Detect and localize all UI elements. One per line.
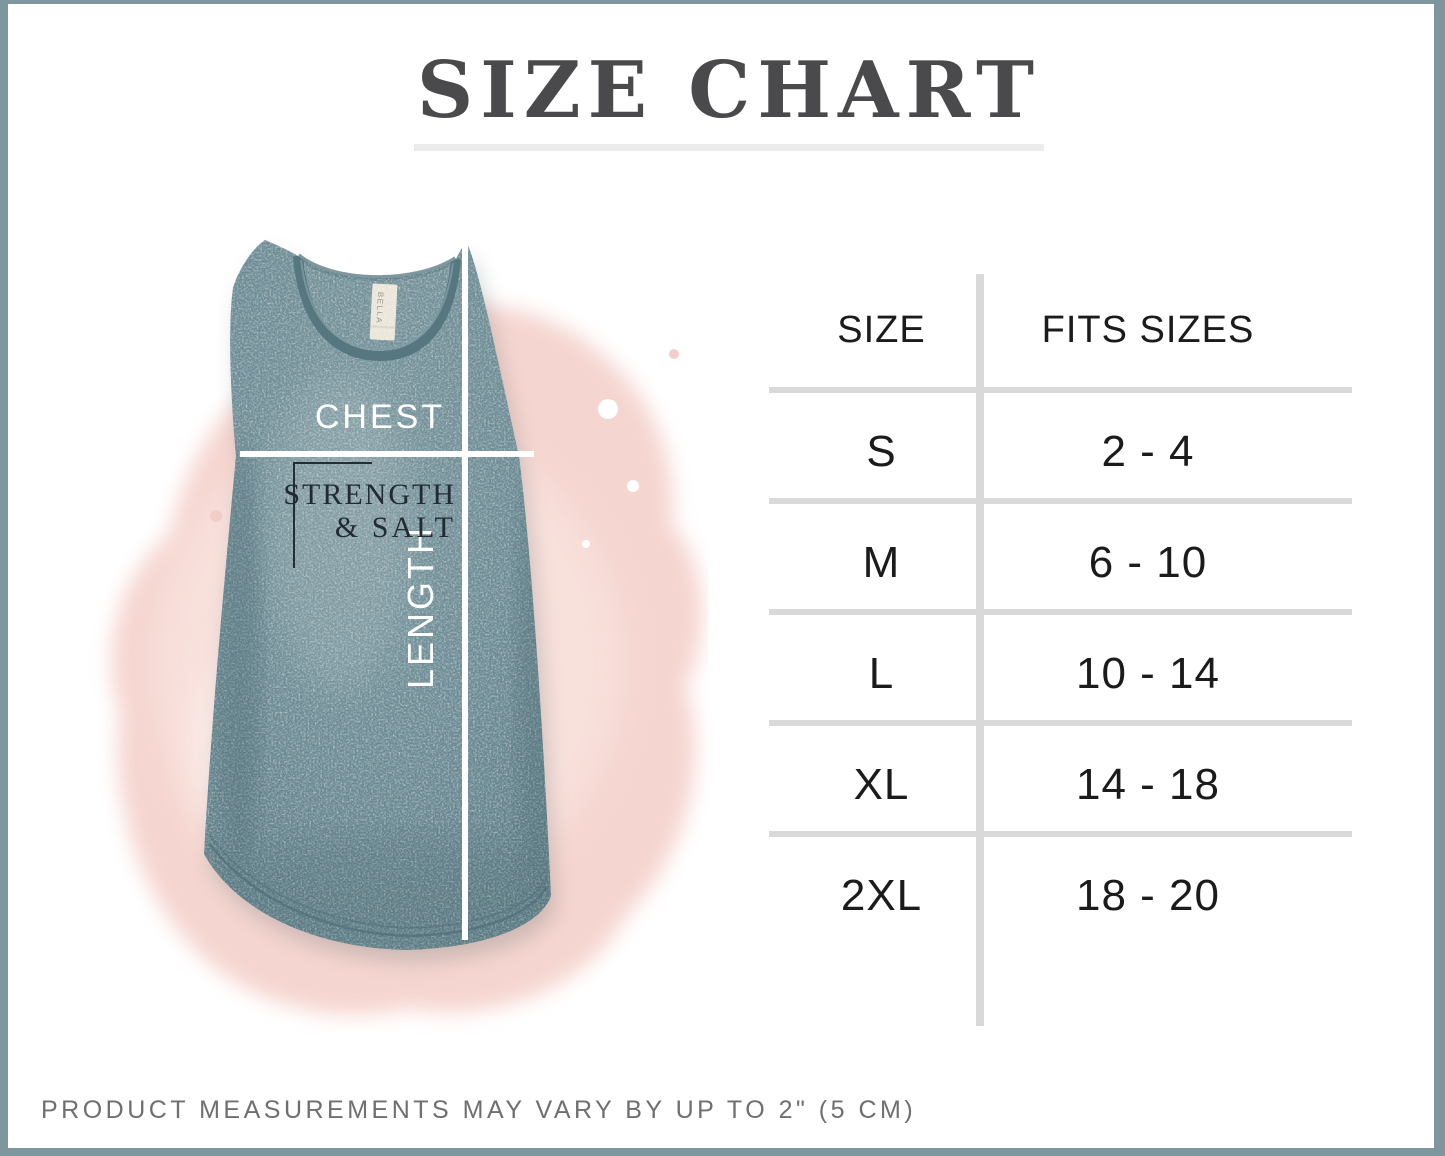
header: SIZE CHART: [16, 4, 1434, 151]
design-bracket-horizontal: [293, 462, 372, 464]
chest-measure-line: [240, 451, 534, 457]
size-cell: L: [868, 648, 895, 698]
table-row: L 10 - 14: [769, 609, 1352, 720]
size-cell: 2XL: [840, 870, 923, 920]
page-title: SIZE CHART: [416, 45, 1042, 136]
back-collar-seam: [296, 253, 458, 282]
shirt-design-text: STRENGTH & SALT: [283, 478, 456, 544]
size-cell: XL: [853, 759, 910, 809]
column-header-size: SIZE: [837, 309, 926, 351]
size-table: SIZE FITS SIZES S 2 - 4 M 6 - 10 L 10 - …: [769, 274, 1352, 1026]
column-header-fits: FITS SIZES: [1041, 309, 1255, 351]
table-row: 2XL 18 - 20: [769, 831, 1352, 942]
fits-cell: 18 - 20: [1076, 870, 1220, 920]
product-photo: BELLA CHEST LENGTH: [88, 234, 708, 1034]
length-measure-line: [462, 242, 468, 940]
fits-cell: 6 - 10: [1088, 537, 1208, 587]
fits-cell: 10 - 14: [1076, 648, 1220, 698]
table-column-divider: [976, 274, 984, 1026]
fits-cell: 14 - 18: [1076, 759, 1220, 809]
hem-stitch: [208, 843, 549, 938]
table-row: S 2 - 4: [769, 387, 1352, 498]
length-label: LENGTH: [400, 524, 441, 689]
tank-top-illustration: BELLA: [111, 240, 703, 1015]
front-collar-band: [293, 255, 461, 362]
chest-label: CHEST: [314, 398, 446, 436]
table-header-row: SIZE FITS SIZES: [769, 274, 1352, 387]
design-bracket-vertical: [293, 462, 295, 568]
measurement-disclaimer: PRODUCT MEASUREMENTS MAY VARY BY UP TO 2…: [41, 1096, 917, 1124]
design-text-line2: & SALT: [334, 511, 456, 544]
title-underline: [414, 143, 1044, 151]
fits-cell: 2 - 4: [1101, 426, 1195, 476]
size-cell: M: [862, 537, 901, 587]
size-cell: S: [866, 426, 897, 476]
table-row: XL 14 - 18: [769, 720, 1352, 831]
table-row: M 6 - 10: [769, 498, 1352, 609]
design-text-line1: STRENGTH: [283, 478, 456, 511]
